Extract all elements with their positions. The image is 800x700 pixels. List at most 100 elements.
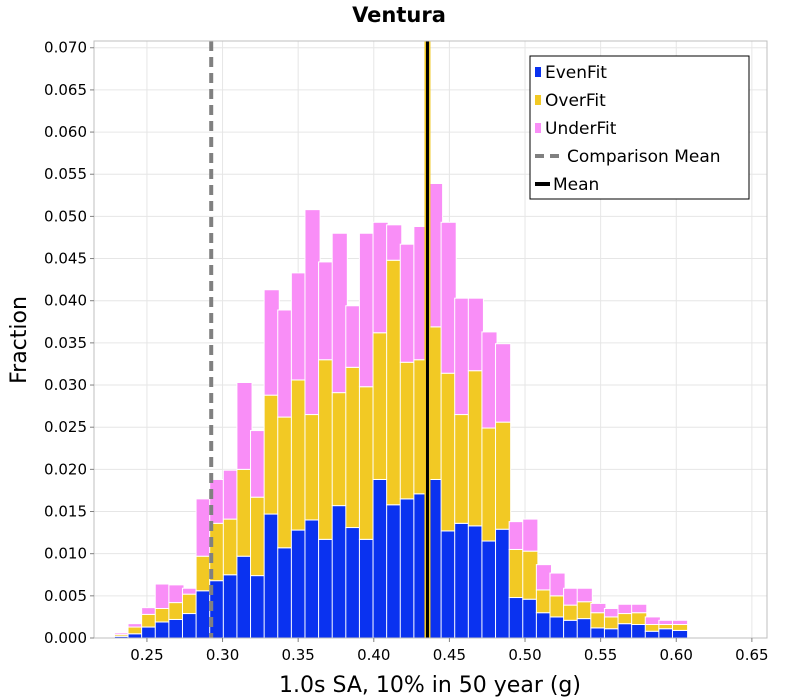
- chart-title: Ventura: [352, 3, 446, 27]
- y-tick-label: 0.000: [44, 629, 87, 647]
- plot-border: [93, 40, 768, 639]
- bar-evenfit: [671, 629, 689, 639]
- x-axis-title: 1.0s SA, 10% in 50 year (g): [279, 673, 581, 698]
- bar-evenfit: [399, 498, 416, 639]
- bar-evenfit: [576, 618, 593, 639]
- bar-overfit: [304, 414, 321, 521]
- legend: EvenFit OverFit UnderFit Comparison Mean Mea…: [529, 55, 750, 200]
- bar-underfit: [127, 623, 144, 628]
- bar-evenfit: [318, 538, 335, 639]
- bar-underfit: [535, 564, 552, 591]
- bar-underfit: [549, 572, 566, 597]
- bar-evenfit: [236, 555, 253, 639]
- bar-overfit: [181, 593, 199, 615]
- bar-underfit: [263, 289, 280, 396]
- bar-evenfit: [372, 478, 389, 639]
- y-tick-label: 0.030: [44, 376, 87, 394]
- x-tick-label: 0.50: [508, 646, 541, 664]
- bar-underfit: [617, 603, 634, 615]
- bar-overfit: [481, 427, 498, 542]
- bar-overfit: [658, 624, 675, 630]
- bar-underfit: [154, 583, 171, 609]
- y-tick-label: 0.060: [44, 123, 87, 141]
- bar-underfit: [113, 632, 131, 636]
- bar-underfit: [372, 221, 389, 334]
- y-tick-label: 0.040: [44, 292, 87, 310]
- bar-evenfit: [658, 628, 675, 639]
- bar-evenfit: [304, 519, 321, 639]
- bar-evenfit: [481, 540, 498, 639]
- x-axis-ticks: 0.25 0.30 0.35 0.40 0.45 0.50 0.55 0.60 0.65: [130, 638, 769, 664]
- x-tick-label: 0.45: [433, 646, 466, 664]
- bar-underfit: [671, 619, 689, 626]
- bar-underfit: [563, 587, 580, 606]
- bar-evenfit: [195, 590, 212, 639]
- x-tick-label: 0.60: [660, 646, 693, 664]
- bar-overfit: [671, 624, 689, 631]
- bar-underfit: [168, 584, 185, 604]
- bar-underfit: [277, 309, 294, 418]
- y-tick-label: 0.070: [44, 39, 87, 57]
- bar-underfit: [576, 587, 593, 603]
- bar-evenfit: [495, 528, 512, 639]
- bar-overfit: [576, 601, 593, 620]
- bar-overfit: [617, 613, 634, 625]
- bar-overfit: [454, 414, 471, 524]
- bar-overfit: [141, 613, 158, 628]
- bar-evenfit: [617, 623, 634, 639]
- bar-overfit: [263, 394, 280, 515]
- bar-underfit: [495, 343, 512, 423]
- bar-evenfit: [222, 574, 239, 639]
- bar-underfit: [209, 478, 226, 524]
- bar-overfit: [631, 612, 648, 626]
- x-tick-label: 0.40: [357, 646, 390, 664]
- bar-evenfit: [631, 624, 648, 639]
- bar-overfit: [127, 626, 144, 635]
- bar-underfit: [250, 430, 267, 498]
- bar-underfit: [345, 305, 362, 368]
- bar-overfit: [399, 361, 416, 500]
- bar-overfit: [563, 604, 580, 621]
- mean-lines: [209, 41, 431, 638]
- bar-underfit: [590, 602, 607, 614]
- y-tick-label: 0.035: [44, 334, 87, 352]
- bar-evenfit: [535, 612, 552, 639]
- legend-swatch-overfit: [535, 95, 541, 105]
- bar-underfit: [631, 603, 648, 614]
- bar-underfit: [222, 469, 239, 520]
- bar-underfit: [481, 331, 498, 429]
- bar-underfit: [454, 297, 471, 416]
- bar-evenfit: [250, 575, 267, 639]
- bar-evenfit: [644, 630, 661, 639]
- bar-evenfit: [127, 633, 144, 639]
- bar-underfit: [181, 587, 199, 595]
- x-tick-label: 0.30: [206, 646, 239, 664]
- bar-underfit: [290, 272, 307, 381]
- bar-evenfit: [508, 597, 525, 639]
- bar-evenfit: [467, 525, 484, 639]
- bar-overfit: [358, 386, 376, 540]
- legend-label-comparison-mean: Comparison Mean: [567, 147, 721, 167]
- bar-underfit: [658, 619, 675, 626]
- bar-underfit: [195, 498, 212, 557]
- bar-evenfit: [358, 538, 376, 639]
- bar-evenfit: [263, 513, 280, 639]
- bar-overfit: [508, 548, 525, 599]
- bar-underfit: [644, 616, 661, 626]
- bar-overfit: [222, 518, 239, 576]
- legend-label-underfit: UnderFit: [545, 119, 617, 139]
- y-tick-label: 0.050: [44, 207, 87, 225]
- bar-overfit: [386, 259, 403, 506]
- bar-overfit: [331, 392, 348, 507]
- bar-evenfit: [603, 628, 621, 639]
- bar-underfit: [331, 232, 348, 394]
- bar-evenfit: [454, 522, 471, 639]
- bar-evenfit: [290, 529, 307, 639]
- bar-evenfit: [522, 598, 539, 639]
- bar-evenfit: [168, 618, 185, 639]
- bar-overfit: [590, 612, 607, 629]
- x-tick-label: 0.25: [130, 646, 163, 664]
- bar-overfit: [440, 372, 457, 532]
- bar-evenfit: [440, 530, 457, 639]
